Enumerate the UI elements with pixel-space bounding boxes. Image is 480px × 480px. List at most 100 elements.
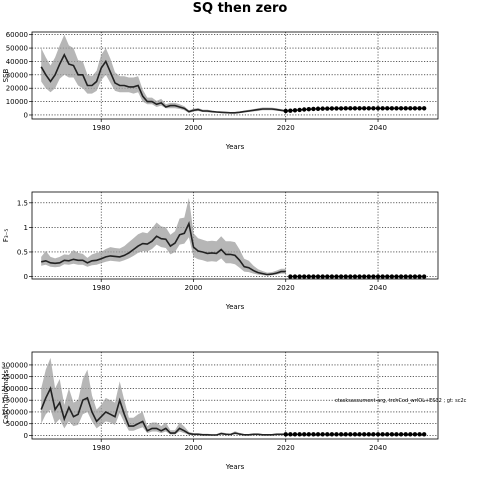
projection-point (375, 274, 381, 279)
projection-point (371, 432, 376, 437)
projection-point (292, 108, 298, 113)
projection-point (389, 106, 395, 111)
projection-point (408, 274, 413, 279)
x-tick-label: 2020 (277, 284, 295, 292)
panel-f: 1980 2000 2020 2040 0 0.5 1 1.5 Years F₃₋₅ (2, 191, 439, 311)
y-tick-label: 40000 (6, 58, 28, 66)
projection-point (408, 432, 413, 437)
projection-point (297, 274, 302, 279)
y-tick-label: 0 (24, 432, 28, 440)
projection-point (408, 106, 413, 111)
x-tick-label: 2040 (369, 444, 387, 452)
projection-point (361, 432, 367, 437)
y-tick-label: 100000 (1, 408, 28, 416)
projection-point (325, 106, 330, 111)
median-line-catch (40, 385, 286, 436)
projection-point (398, 106, 404, 111)
projection-point (417, 432, 422, 437)
projection-point (371, 274, 376, 279)
projection-point (385, 274, 390, 279)
projection-point (417, 106, 422, 111)
projection-point (325, 432, 330, 437)
median-line-ssb (40, 52, 286, 114)
projection-point (343, 274, 348, 279)
x-tick-label: 2040 (369, 124, 387, 132)
projection-point (371, 106, 376, 111)
projection-point (357, 274, 362, 279)
panel-ssb: 1980 2000 2020 2040 0 10000 20000 30000 40000 500… (2, 31, 439, 151)
projection-point (352, 432, 358, 437)
x-tick-label: 2020 (277, 124, 295, 132)
projection-point (292, 274, 298, 279)
projection-point (334, 106, 339, 111)
projection-point (297, 432, 302, 437)
projection-point (288, 432, 293, 437)
plot-area-f (31, 191, 439, 280)
figure-title: SQ then zero (193, 1, 288, 16)
projection-point (412, 432, 418, 437)
projection-point (311, 432, 316, 437)
y-tick-label: 150000 (1, 397, 28, 405)
y-axis-label: Catch (biomass) (2, 367, 10, 424)
projection-point (403, 274, 408, 279)
x-axis-label: Years (225, 303, 245, 311)
projection-point (412, 274, 418, 279)
projection-point (329, 106, 335, 111)
x-tick-label: 2000 (185, 124, 203, 132)
projection-point (288, 274, 293, 279)
projection-point (288, 108, 293, 113)
x-tick-label: 1980 (92, 444, 110, 452)
projection-point (334, 274, 339, 279)
projection-point (366, 106, 371, 111)
projection-point (338, 432, 344, 437)
projection-point (403, 106, 408, 111)
y-tick-label: 0.5 (17, 248, 28, 256)
projection-point (421, 274, 427, 279)
x-tick-label: 1980 (92, 284, 110, 292)
projection-point (306, 432, 312, 437)
projection-point (380, 106, 385, 111)
projection-point (375, 432, 381, 437)
projection-point (292, 432, 298, 437)
projection-point (320, 274, 325, 279)
projection-point (348, 274, 353, 279)
x-tick-label: 2000 (185, 284, 203, 292)
projection-point (348, 106, 353, 111)
x-axis-label: Years (225, 143, 245, 151)
projection-point (394, 106, 399, 111)
y-tick-label: 200000 (1, 385, 28, 393)
y-tick-label: 50000 (6, 45, 28, 53)
projection-point (366, 432, 371, 437)
panel-catch: 1980 2000 2020 2040 0 50000 100000 150000 200000… (1, 351, 467, 471)
projection-point (311, 106, 316, 112)
y-tick-label: 0 (24, 111, 28, 119)
projection-point (302, 432, 307, 437)
projection-point (398, 274, 404, 279)
projection-point (297, 107, 302, 113)
projection-point (302, 274, 307, 279)
confidence-band-ssb (41, 34, 286, 114)
projection-point (338, 274, 344, 279)
projection-point (302, 107, 307, 112)
projection-point (389, 274, 395, 279)
projection-point (325, 274, 330, 279)
projection-point (375, 106, 381, 111)
projection-point (306, 107, 312, 112)
projection-point (385, 106, 390, 111)
x-tick-label: 2020 (277, 444, 295, 452)
x-tick-label: 2040 (369, 284, 387, 292)
projection-point (421, 106, 427, 111)
projection-point (412, 106, 418, 111)
y-tick-label: 300000 (1, 361, 28, 369)
projection-point (343, 106, 348, 111)
projection-point (366, 274, 371, 279)
projection-point (361, 106, 367, 111)
x-tick-label: 2000 (185, 444, 203, 452)
y-tick-label: 20000 (6, 85, 28, 93)
projection-point (320, 432, 325, 437)
projection-point (315, 274, 321, 279)
projection-point (357, 106, 362, 111)
projection-point (315, 432, 321, 437)
y-tick-label: 0 (24, 273, 28, 281)
